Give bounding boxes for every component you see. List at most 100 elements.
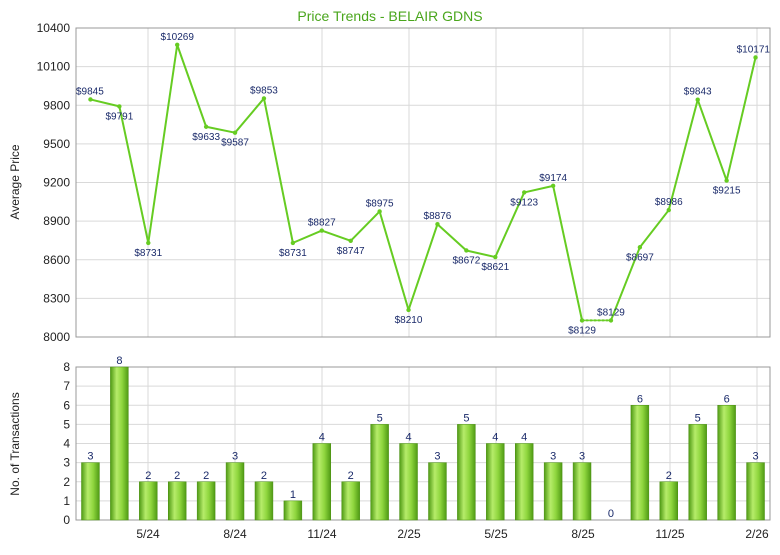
price-tick-label: 8300 (43, 291, 70, 305)
transaction-bar (167, 481, 187, 521)
x-tick-label: 11/24 (307, 527, 336, 541)
transaction-bar (196, 481, 216, 521)
price-point (117, 104, 122, 109)
price-data-label: $8210 (395, 315, 423, 326)
price-tick-label: 8900 (43, 214, 70, 228)
transaction-bar (717, 405, 736, 521)
price-data-label: $9843 (684, 87, 712, 98)
price-point (261, 96, 267, 101)
transaction-bar (81, 462, 100, 521)
price-data-label: $8975 (366, 198, 394, 209)
transaction-count-label: 3 (752, 451, 758, 463)
price-data-label: $8672 (452, 255, 480, 266)
x-tick-label: 5/25 (484, 527, 508, 541)
price-line-segment (262, 97, 294, 244)
price-point (232, 130, 238, 135)
transaction-bar (457, 424, 476, 521)
price-data-label: $8697 (626, 252, 654, 263)
x-tick-label: 8/25 (571, 527, 595, 541)
transaction-bar (312, 443, 332, 521)
price-line-segment (667, 98, 699, 212)
transaction-count-label: 3 (87, 451, 93, 463)
transaction-count-label: 5 (695, 412, 701, 424)
transaction-count-label: 8 (116, 355, 122, 367)
price-point (522, 190, 527, 195)
transaction-bar (428, 462, 447, 521)
price-line-segment (234, 97, 265, 134)
transactions-tick-label: 0 (63, 513, 70, 527)
price-data-label: $8876 (424, 211, 452, 222)
transaction-bar (659, 481, 679, 521)
transaction-count-label: 5 (377, 412, 383, 424)
transaction-bar (688, 424, 707, 521)
transactions-tick-label: 2 (63, 475, 70, 489)
transaction-count-label: 2 (261, 470, 267, 482)
transaction-bar (341, 481, 360, 521)
transaction-bar (486, 443, 505, 521)
transactions-tick-label: 8 (63, 360, 70, 374)
price-point (637, 245, 643, 250)
price-point (608, 318, 614, 323)
transaction-count-label: 6 (637, 393, 643, 405)
price-line-segment (349, 210, 381, 242)
price-point (146, 240, 151, 246)
price-line-segment (494, 191, 526, 259)
price-line-segment (523, 184, 555, 194)
transaction-count-label: 2 (145, 470, 151, 482)
price-data-label: $9633 (192, 132, 220, 143)
transaction-count-label: 4 (492, 432, 498, 444)
price-data-label: $8986 (655, 197, 683, 208)
price-data-label: $8129 (568, 325, 596, 336)
transactions-tick-label: 5 (63, 417, 70, 431)
transaction-count-label: 3 (434, 451, 440, 463)
price-line-segment (205, 125, 237, 134)
transaction-bar (110, 366, 129, 521)
transaction-bar (399, 443, 418, 521)
price-line-segment (609, 246, 641, 322)
price-data-label: $9174 (539, 173, 567, 184)
transaction-bar (283, 500, 303, 521)
transaction-bar (139, 481, 158, 521)
price-axis-title: Average Price (8, 144, 22, 219)
price-point (464, 248, 469, 253)
price-data-label: $9845 (76, 86, 104, 97)
price-line-segment (291, 229, 323, 244)
price-data-label: $9853 (250, 85, 278, 96)
price-plot: 8000 8300 8600 8900 9200 9500 9800 10100 10400 $9… (37, 21, 771, 344)
transaction-count-label: 6 (724, 393, 730, 405)
price-data-label: $9215 (713, 186, 741, 197)
price-data-label: $10269 (161, 32, 195, 43)
price-point (550, 183, 556, 189)
price-point (290, 240, 296, 246)
price-line-segment (725, 56, 757, 182)
x-tick-label: 2/25 (397, 527, 421, 541)
price-data-label: $10171 (737, 44, 771, 55)
price-point (579, 318, 585, 323)
x-tick-label: 5/24 (136, 527, 160, 541)
price-data-label: $8621 (481, 262, 509, 273)
price-line-segment (147, 43, 179, 244)
price-data-label: $8827 (308, 218, 336, 229)
transaction-count-label: 1 (290, 489, 296, 501)
price-data-label: $9123 (510, 197, 538, 208)
transaction-bar (572, 462, 592, 521)
transaction-count-label: 3 (550, 451, 556, 463)
transaction-count-label: 3 (579, 451, 585, 463)
x-tick-label: 2/26 (745, 527, 769, 541)
price-point (753, 55, 758, 60)
price-point (435, 222, 440, 227)
transaction-count-label: 2 (203, 470, 209, 482)
transaction-bar (254, 481, 274, 521)
price-point (319, 228, 324, 233)
transaction-count-label: 4 (405, 432, 411, 444)
price-point (406, 307, 411, 313)
price-tick-label: 9800 (43, 98, 70, 112)
price-point (695, 97, 700, 102)
price-point (666, 207, 671, 213)
price-point (203, 124, 209, 129)
transactions-tick-label: 3 (63, 456, 70, 470)
transaction-count-label: 3 (232, 451, 238, 463)
price-line-segment (89, 98, 121, 108)
price-line-segment (436, 223, 468, 252)
